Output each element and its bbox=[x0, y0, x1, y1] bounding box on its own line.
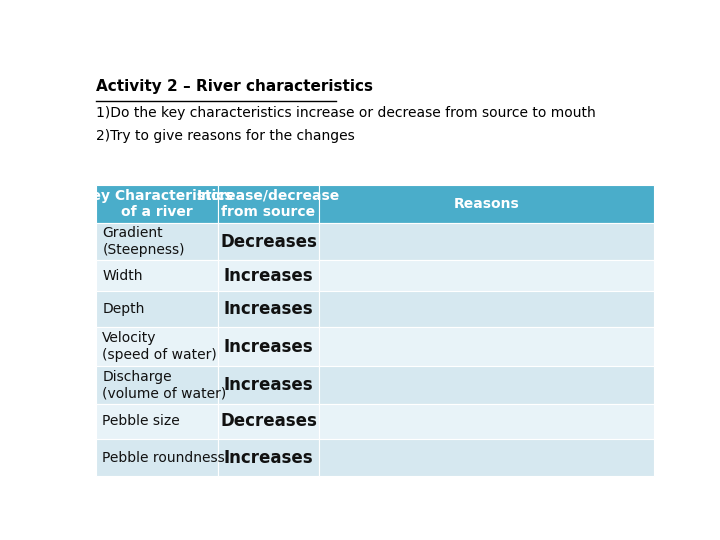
Text: 2)Try to give reasons for the changes: 2)Try to give reasons for the changes bbox=[96, 129, 354, 143]
Text: Pebble size: Pebble size bbox=[102, 414, 180, 428]
Text: Gradient
(Steepness): Gradient (Steepness) bbox=[102, 226, 185, 256]
Text: Reasons: Reasons bbox=[454, 197, 519, 211]
Bar bbox=[96, 404, 218, 439]
Bar bbox=[319, 223, 654, 260]
Bar bbox=[218, 260, 319, 292]
Bar bbox=[96, 366, 218, 404]
Text: Key Characteristics
of a river: Key Characteristics of a river bbox=[81, 189, 233, 219]
Text: Decreases: Decreases bbox=[220, 233, 317, 251]
Text: Increases: Increases bbox=[224, 338, 313, 355]
Text: Velocity
(speed of water): Velocity (speed of water) bbox=[102, 332, 217, 362]
Text: 1)Do the key characteristics increase or decrease from source to mouth: 1)Do the key characteristics increase or… bbox=[96, 106, 595, 120]
Text: Activity 2 – River characteristics: Activity 2 – River characteristics bbox=[96, 79, 372, 94]
Bar bbox=[319, 439, 654, 476]
Bar bbox=[319, 366, 654, 404]
Bar bbox=[96, 327, 218, 366]
Text: Increases: Increases bbox=[224, 267, 313, 285]
Bar bbox=[319, 404, 654, 439]
Bar bbox=[319, 327, 654, 366]
Bar bbox=[96, 292, 218, 327]
Text: Decreases: Decreases bbox=[220, 413, 317, 430]
Bar bbox=[96, 223, 218, 260]
Text: Increases: Increases bbox=[224, 300, 313, 318]
Bar bbox=[218, 185, 319, 223]
Text: Width: Width bbox=[102, 269, 143, 283]
Bar bbox=[319, 260, 654, 292]
Text: Discharge
(volume of water): Discharge (volume of water) bbox=[102, 370, 227, 400]
Bar bbox=[218, 439, 319, 476]
Bar bbox=[218, 292, 319, 327]
Bar bbox=[218, 327, 319, 366]
Text: Increases: Increases bbox=[224, 376, 313, 394]
Bar bbox=[96, 439, 218, 476]
Bar bbox=[96, 185, 218, 223]
Bar bbox=[218, 366, 319, 404]
Bar bbox=[218, 404, 319, 439]
Text: Increase/decrease
from source: Increase/decrease from source bbox=[197, 189, 340, 219]
Text: Depth: Depth bbox=[102, 302, 145, 316]
Text: Increases: Increases bbox=[224, 449, 313, 467]
Bar bbox=[319, 185, 654, 223]
Text: Pebble roundness: Pebble roundness bbox=[102, 451, 225, 465]
Bar bbox=[218, 223, 319, 260]
Bar bbox=[319, 292, 654, 327]
Bar bbox=[96, 260, 218, 292]
